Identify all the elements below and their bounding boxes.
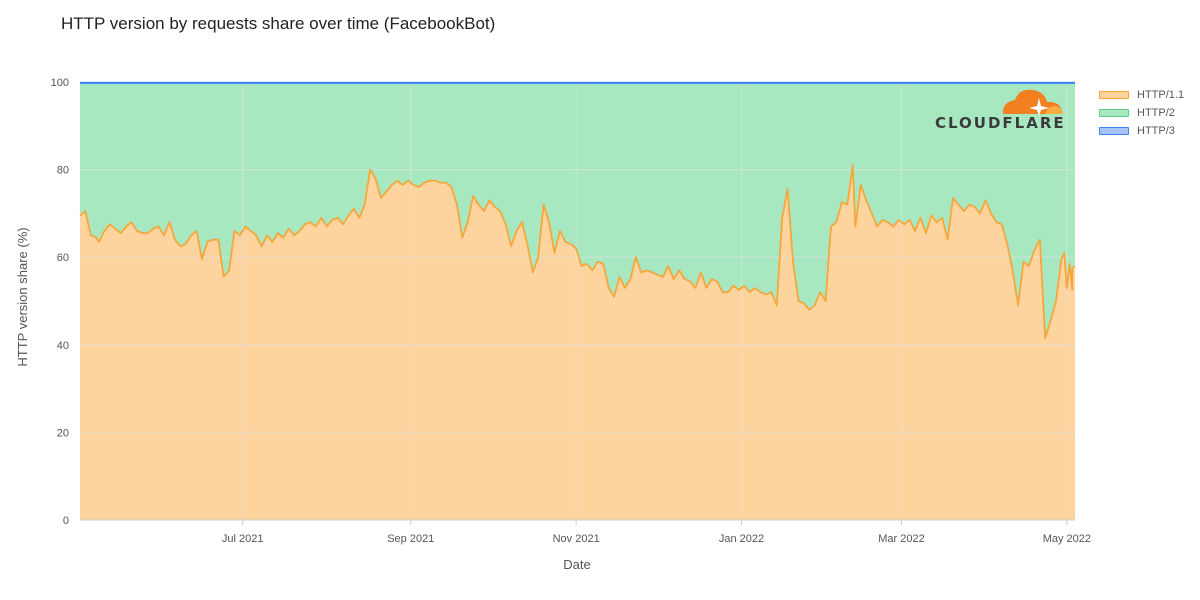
x-tick-label: Nov 2021 <box>553 533 600 545</box>
logo-wordmark: CLOUDFLARE <box>935 114 1066 132</box>
x-tick-label: Jul 2021 <box>222 533 264 545</box>
legend-item-http3[interactable]: HTTP/3 <box>1099 122 1184 140</box>
legend-label-http3: HTTP/3 <box>1137 125 1175 137</box>
y-tick-label: 20 <box>57 427 69 439</box>
legend-swatch-http3 <box>1099 127 1129 135</box>
legend: HTTP/1.1 HTTP/2 HTTP/3 <box>1099 86 1184 140</box>
y-axis-title: HTTP version share (%) <box>15 227 30 366</box>
legend-label-http11: HTTP/1.1 <box>1137 89 1185 101</box>
y-tick-label: 60 <box>57 252 69 264</box>
x-tick-label: May 2022 <box>1043 533 1091 545</box>
chart-title: HTTP version by requests share over time… <box>61 14 496 33</box>
legend-swatch-http11 <box>1099 91 1129 99</box>
http11-line <box>79 164 1076 340</box>
y-tick-label: 80 <box>57 165 69 177</box>
y-tick-label: 40 <box>57 340 69 352</box>
x-axis-title: Date <box>563 557 590 572</box>
axis-ticks: 0 20 40 60 80 100 Jul 2021 Sep 2021 Nov 2021 Jan … <box>51 77 1091 545</box>
x-tick-label: Mar 2022 <box>878 533 924 545</box>
legend-item-http2[interactable]: HTTP/2 <box>1099 104 1184 122</box>
http11-area <box>80 165 1075 520</box>
y-tick-label: 100 <box>51 77 69 89</box>
x-tick-label: Sep 2021 <box>387 533 434 545</box>
legend-swatch-http2 <box>1099 109 1129 117</box>
area-series <box>79 81 1076 521</box>
cloudflare-logo: CLOUDFLARE <box>935 86 1070 134</box>
x-tick-label: Jan 2022 <box>719 533 764 545</box>
legend-item-http11[interactable]: HTTP/1.1 <box>1099 86 1184 104</box>
cloud-icon <box>1002 89 1063 116</box>
y-tick-label: 0 <box>63 515 69 527</box>
legend-label-http2: HTTP/2 <box>1137 107 1175 119</box>
